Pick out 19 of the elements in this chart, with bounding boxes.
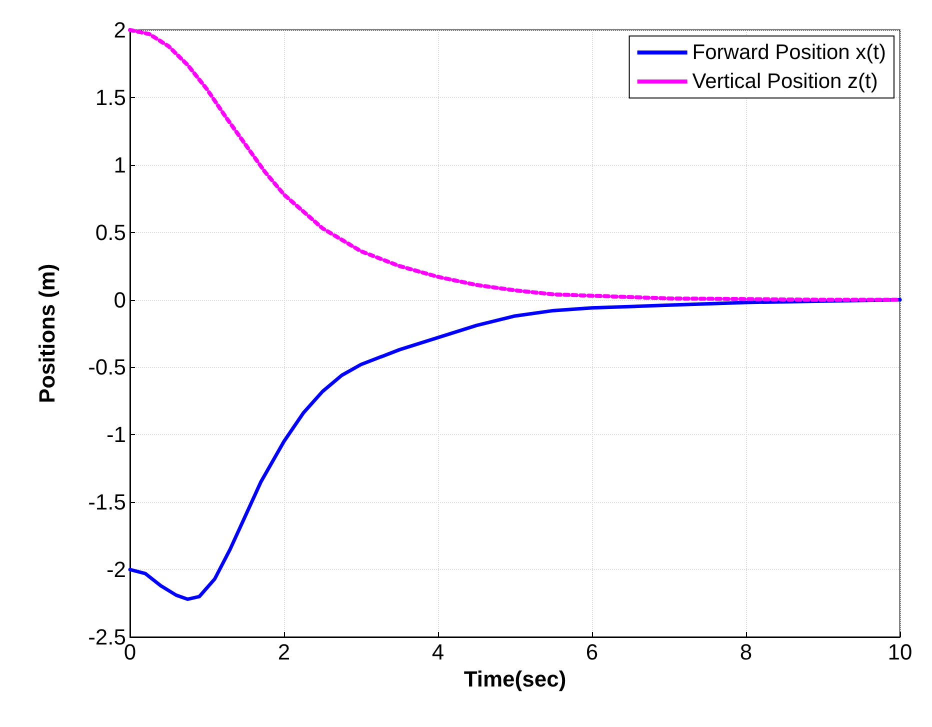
y-tick-label: -1.5	[88, 490, 126, 515]
y-tick-label: -0.5	[88, 354, 126, 380]
y-tick-label: 0.5	[95, 220, 126, 245]
x-tick-label: 8	[740, 640, 752, 664]
y-tick-label: -2	[106, 557, 126, 582]
legend-label: Vertical Position z(t)	[692, 70, 878, 93]
x-tick-label: 10	[888, 640, 912, 664]
y-tick-label: -2.5	[88, 624, 126, 650]
y-tick-label: -1	[106, 422, 126, 448]
x-tick-label: 6	[586, 640, 598, 664]
y-tick-label: 1	[114, 152, 126, 178]
x-tick-label: 4	[432, 640, 444, 664]
y-tick-label: 1.5	[95, 84, 126, 110]
x-tick-label: 2	[278, 640, 290, 664]
x-axis-title: Time(sec)	[464, 666, 566, 692]
y-axis-title: Positions (m)	[34, 264, 60, 404]
legend-label: Forward Position x(t)	[692, 41, 886, 64]
y-tick-label: 2	[114, 18, 126, 42]
y-tick-label: 0	[114, 287, 126, 312]
